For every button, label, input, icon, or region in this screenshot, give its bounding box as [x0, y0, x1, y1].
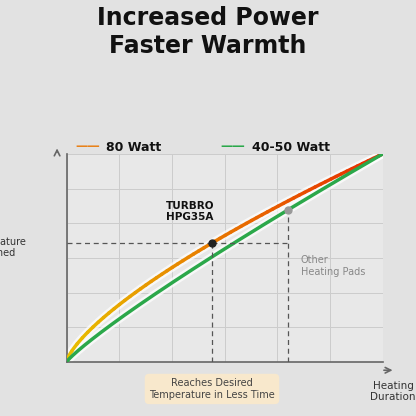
Text: ——: ——	[220, 140, 245, 153]
Text: Temperature
Reached: Temperature Reached	[0, 237, 25, 258]
Text: Reaches Desired
Temperature in Less Time: Reaches Desired Temperature in Less Time	[149, 378, 275, 400]
Text: Other
Heating Pads: Other Heating Pads	[300, 255, 365, 277]
Text: Heating
Duration: Heating Duration	[370, 381, 416, 402]
Text: Increased Power
Faster Warmth: Increased Power Faster Warmth	[97, 6, 319, 58]
Text: 80 Watt: 80 Watt	[106, 141, 161, 154]
Text: 40-50 Watt: 40-50 Watt	[252, 141, 330, 154]
Text: ——: ——	[75, 140, 99, 153]
Text: TURBRO
HPG35A: TURBRO HPG35A	[166, 201, 214, 222]
